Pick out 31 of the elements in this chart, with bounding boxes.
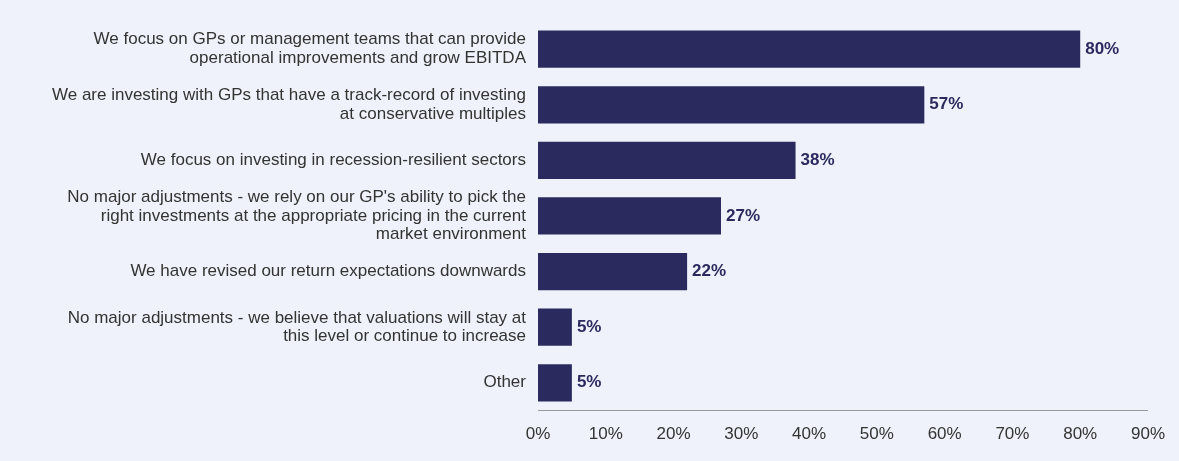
bar bbox=[538, 364, 572, 402]
x-tick-label: 0% bbox=[525, 424, 551, 444]
x-tick-label: 20% bbox=[656, 424, 691, 444]
data-label: 27% bbox=[726, 205, 761, 225]
data-label: 38% bbox=[800, 150, 835, 170]
y-tick-label: We are investing with GPs that have a track-record of investing at conservative multiples bbox=[51, 85, 526, 123]
y-tick-label: No major adjustments - we believe that valuations will stay at this level or continue to increase bbox=[67, 307, 527, 346]
bar bbox=[538, 308, 572, 346]
bar bbox=[538, 30, 1081, 68]
data-label: 5% bbox=[576, 372, 602, 392]
x-tick-label: 40% bbox=[792, 424, 827, 444]
x-tick-label: 50% bbox=[859, 424, 894, 444]
data-label: 22% bbox=[692, 261, 727, 281]
data-label: 57% bbox=[929, 94, 964, 114]
x-tick-label: 10% bbox=[588, 424, 623, 444]
y-tick-label: We focus on investing in recession-resilient sectors bbox=[140, 150, 526, 170]
y-tick-label: No major adjustments - we rely on our GP's ability to pick the right investments at the appropriate pricing in the current market environment bbox=[67, 186, 527, 244]
y-tick-label: Other bbox=[483, 372, 527, 392]
bar bbox=[538, 197, 721, 235]
bar bbox=[538, 141, 796, 179]
data-label: 80% bbox=[1085, 38, 1120, 58]
y-tick-label: We have revised our return expectations downwards bbox=[130, 261, 526, 281]
y-tick-label: We focus on GPs or management teams that can provide operational improvements and grow EBITDA bbox=[93, 29, 527, 68]
x-tick-label: 30% bbox=[724, 424, 759, 444]
x-tick-label: 70% bbox=[995, 424, 1030, 444]
x-tick-label: 90% bbox=[1130, 424, 1165, 444]
bar bbox=[538, 86, 925, 124]
x-tick-label: 60% bbox=[927, 424, 962, 444]
bar bbox=[538, 252, 688, 291]
x-tick-label: 80% bbox=[1063, 424, 1098, 444]
data-label: 5% bbox=[576, 316, 602, 336]
